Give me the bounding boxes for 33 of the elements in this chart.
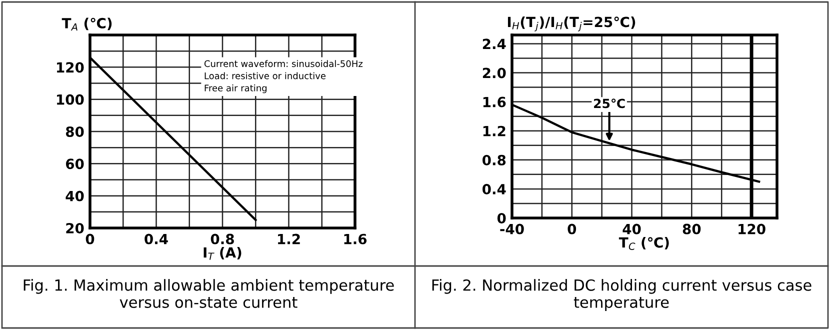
x-tick-label: 0.4: [144, 234, 168, 244]
y-tick-label: 80: [66, 126, 84, 137]
text: Fig. 1. Maximum allowable ambient temperature versus on-state current: [24, 279, 394, 308]
text: Fig. 2. Normalized DC holding current versus case temperature: [432, 279, 812, 311]
y-tick-label: 60: [66, 158, 84, 170]
x-tick-label: 120: [738, 224, 766, 234]
y-tick-label: 1.6: [483, 96, 506, 108]
y-tick-label: 0: [497, 212, 506, 224]
y-tick-label: 0.8: [482, 154, 506, 166]
x-tick-label: 0: [568, 224, 576, 234]
y-tick-label: 20: [66, 222, 84, 234]
x-tick-label: -40: [500, 224, 524, 234]
x-axis-title: T$_{C}$ (℃): [618, 236, 669, 250]
x-tick-label: 80: [682, 224, 701, 234]
y-tick-label: 2.4: [482, 38, 506, 49]
y-tick-label: 2.0: [482, 68, 506, 78]
annotation: Load: resistive or inductive: [204, 72, 326, 80]
x-tick-label: 0: [86, 234, 94, 244]
x-tick-label: 40: [622, 224, 641, 234]
annotation: Current waveform: sinusoidal-50Hz: [204, 60, 363, 68]
annotation: 25℃: [594, 98, 625, 108]
y-tick-label: 120: [57, 62, 84, 73]
x-tick-label: 1.6: [344, 234, 367, 244]
annotation: Free air rating: [204, 84, 267, 94]
y-tick-label: 100: [57, 94, 84, 105]
y-tick-label: 1.2: [483, 126, 506, 136]
y-tick-label: 40: [66, 190, 84, 202]
y-axis-title: T$_{A}$ (℃): [62, 18, 112, 31]
text: I$_{H}$(T$_{j}$)/I$_{H}$(T$_{j}$=25℃): [508, 16, 636, 32]
y-tick-label: 0.4: [482, 184, 506, 194]
x-tick-label: 0.8: [210, 234, 234, 244]
x-axis-title: I$_{T}$ (A): [204, 246, 242, 260]
x-tick-label: 1.2: [278, 234, 300, 244]
